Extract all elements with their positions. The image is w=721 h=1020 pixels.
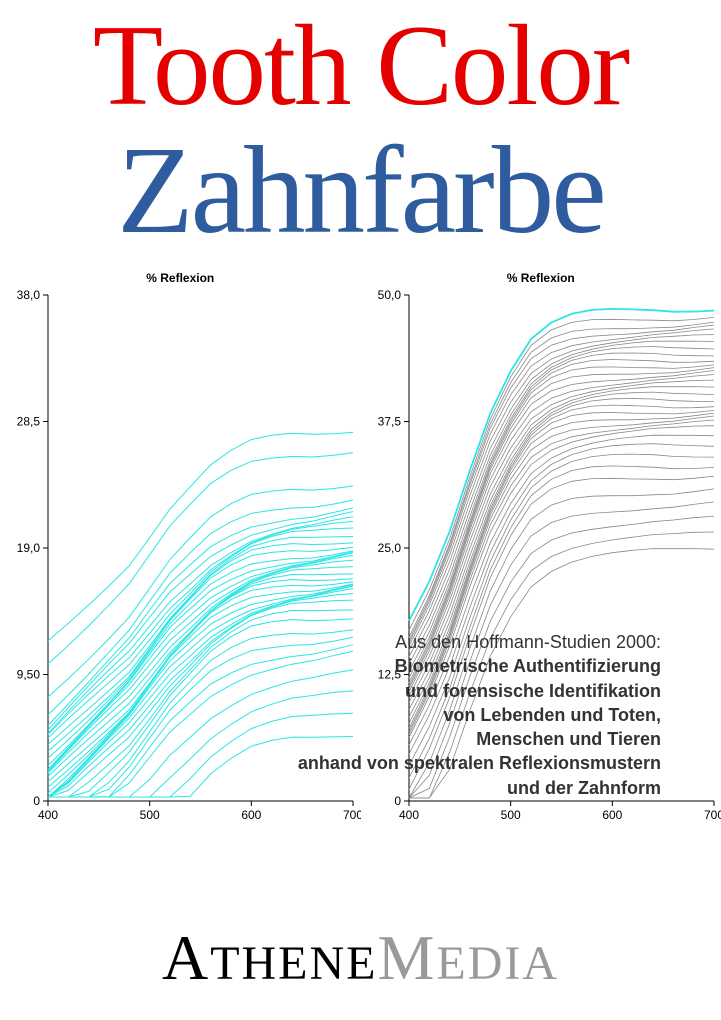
svg-text:50,0: 50,0 [377,289,401,302]
overlay-line-0: Biometrische Authentifizierung [151,654,661,678]
overlay-line-2: von Lebenden und Toten, [151,703,661,727]
svg-text:700: 700 [703,808,721,822]
svg-text:500: 500 [500,808,520,822]
svg-text:37,5: 37,5 [377,414,401,428]
svg-text:38,0: 38,0 [17,289,41,302]
svg-text:9,50: 9,50 [17,667,41,681]
description-overlay: Aus den Hoffmann-Studien 2000: Biometris… [151,630,661,800]
svg-text:19,0: 19,0 [17,541,41,555]
title-german: Zahnfarbe [0,123,721,261]
title-english: Tooth Color [0,0,721,123]
svg-text:400: 400 [38,808,58,822]
chart-right-ylabel: % Reflexion [507,271,575,285]
overlay-line-1: und forensische Identifikation [151,679,661,703]
svg-text:0: 0 [33,794,40,808]
svg-text:25,0: 25,0 [377,541,401,555]
svg-text:500: 500 [140,808,160,822]
publisher-logo: ATHENEMEDIA [0,921,721,995]
svg-text:28,5: 28,5 [17,414,41,428]
svg-text:600: 600 [241,808,261,822]
overlay-line-3: Menschen und Tieren [151,727,661,751]
svg-text:600: 600 [602,808,622,822]
overlay-line-4: anhand von spektralen Reflexionsmustern [151,751,661,775]
overlay-line-5: und der Zahnform [151,776,661,800]
svg-text:700: 700 [343,808,361,822]
chart-left-ylabel: % Reflexion [146,271,214,285]
svg-text:400: 400 [398,808,418,822]
overlay-intro: Aus den Hoffmann-Studien 2000: [151,630,661,654]
